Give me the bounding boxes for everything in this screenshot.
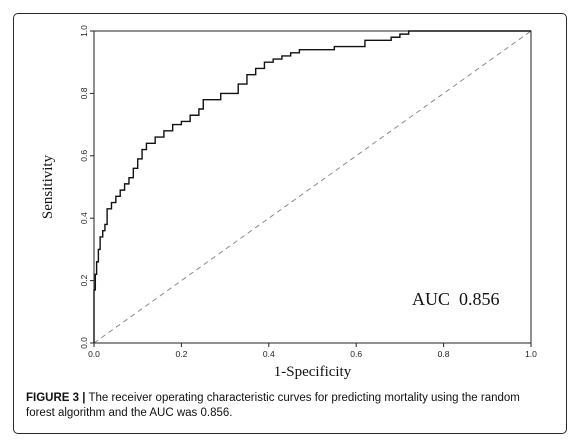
y-tick-label: 0.0 (79, 337, 89, 349)
x-tick-label: 0.0 (88, 349, 100, 359)
y-tick-label: 0.8 (79, 87, 89, 99)
y-tick-label: 0.4 (79, 212, 89, 224)
x-tick-label: 0.4 (263, 349, 275, 359)
y-tick-label: 0.2 (79, 274, 89, 286)
y-tick-label: 0.6 (79, 150, 89, 162)
figure-frame (13, 13, 567, 434)
auc-annotation: AUC 0.856 (412, 289, 500, 309)
x-axis-title: 1-Specificity (274, 364, 352, 380)
plot-area-border (93, 30, 532, 344)
x-tick-label: 1.0 (525, 349, 537, 359)
y-axis-title: Sensitivity (40, 154, 56, 219)
figure-label: FIGURE 3 | (26, 392, 86, 404)
caption-text: The receiver operating characteristic cu… (26, 392, 520, 419)
figure-caption: FIGURE 3 | The receiver operating charac… (26, 391, 546, 421)
y-tick-label: 1.0 (79, 25, 89, 37)
roc-curve-line (93, 30, 531, 343)
x-tick-label: 0.2 (175, 349, 187, 359)
x-tick-label: 0.6 (350, 349, 362, 359)
x-tick-label: 0.8 (438, 349, 450, 359)
